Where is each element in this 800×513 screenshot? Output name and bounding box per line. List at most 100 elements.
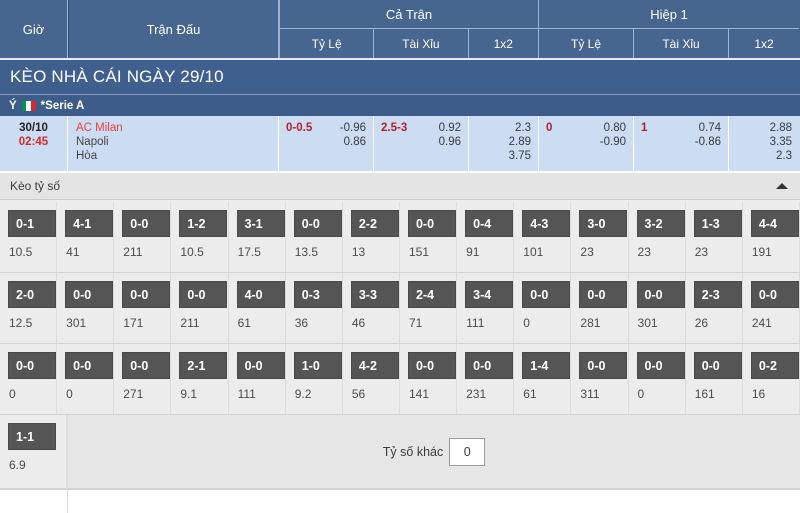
correct-score-box[interactable]: 1-0: [293, 352, 342, 379]
correct-score-box[interactable]: 0-0: [65, 281, 114, 308]
correct-score-cell[interactable]: 0-0 231: [457, 344, 515, 415]
correct-score-odd[interactable]: 211: [123, 245, 143, 259]
correct-score-box[interactable]: 4-2: [350, 352, 399, 379]
correct-score-cell[interactable]: 3-2 23: [628, 202, 686, 273]
correct-score-odd[interactable]: 36: [294, 316, 309, 330]
correct-score-box[interactable]: 0-0: [750, 281, 799, 308]
correct-score-odd[interactable]: 151: [408, 245, 430, 259]
correct-score-box[interactable]: 2-0: [8, 281, 56, 308]
firsthalf-handicap-line[interactable]: 0: [546, 122, 553, 134]
correct-score-odd[interactable]: 56: [351, 387, 366, 401]
correct-score-box[interactable]: 3-3: [350, 281, 399, 308]
correct-score-cell[interactable]: 0-3 36: [285, 273, 343, 344]
correct-score-box[interactable]: 0-0: [636, 281, 685, 308]
correct-score-cell[interactable]: 0-4 91: [457, 202, 515, 273]
correct-score-cell[interactable]: 1-4 61: [514, 344, 572, 415]
correct-score-box[interactable]: 0-0: [579, 352, 628, 379]
correct-score-box[interactable]: 0-0: [122, 210, 171, 237]
correct-score-cell[interactable]: 2-4 71: [399, 273, 458, 344]
firsthalf-overunder-line[interactable]: 1: [641, 122, 648, 134]
correct-score-odd[interactable]: 241: [751, 316, 772, 330]
caret-up-icon[interactable]: [776, 183, 788, 189]
correct-score-cell[interactable]: 0-0 161: [685, 344, 743, 415]
firsthalf-1x2-away[interactable]: 2.3: [776, 150, 792, 162]
correct-score-odd[interactable]: 171: [123, 316, 144, 330]
table-row[interactable]: 30/10 02:45 AC Milan Napoli Hòa 0-0.5 -0…: [0, 116, 800, 172]
correct-score-odd[interactable]: 23: [637, 245, 651, 259]
correct-score-cell[interactable]: 0-0 0: [57, 344, 115, 415]
correct-score-box[interactable]: 2-2: [350, 210, 399, 237]
correct-score-odd[interactable]: 26: [694, 316, 709, 330]
correct-score-box[interactable]: 3-2: [636, 210, 685, 237]
correct-score-cell[interactable]: 2-0 12.5: [0, 273, 58, 344]
correct-score-odd[interactable]: 301: [637, 316, 658, 330]
correct-score-box[interactable]: 0-0: [293, 210, 342, 237]
correct-score-cell[interactable]: 0-0 271: [114, 344, 172, 415]
correct-score-box[interactable]: 3-0: [579, 210, 628, 237]
fulltime-handicap-away-odd[interactable]: 0.86: [343, 136, 366, 148]
correct-score-cell[interactable]: 3-1 17.5: [228, 202, 286, 273]
correct-score-odd[interactable]: 0: [9, 387, 16, 401]
correct-score-section-header[interactable]: Kèo tỷ số: [0, 172, 800, 200]
correct-score-odd[interactable]: 161: [694, 387, 715, 401]
correct-score-odd[interactable]: 211: [180, 316, 200, 330]
firsthalf-1x2-home[interactable]: 2.88: [769, 122, 792, 134]
correct-score-odd[interactable]: 191: [751, 245, 772, 259]
correct-score-box[interactable]: 2-4: [407, 281, 456, 308]
correct-score-cell[interactable]: 0-0 0: [514, 273, 572, 344]
fulltime-overunder-line[interactable]: 2.5-3: [381, 122, 408, 134]
correct-score-cell[interactable]: 0-0 0: [0, 344, 58, 415]
correct-score-odd[interactable]: 23: [694, 245, 709, 259]
correct-score-odd[interactable]: 17.5: [237, 245, 261, 259]
correct-score-cell[interactable]: 4-2 56: [342, 344, 400, 415]
correct-score-box[interactable]: 0-0: [465, 352, 514, 379]
correct-score-cell[interactable]: 3-4 111: [457, 273, 515, 344]
correct-score-odd[interactable]: 6.9: [9, 458, 26, 472]
correct-score-box[interactable]: 4-1: [65, 210, 114, 237]
correct-score-cell[interactable]: 3-3 46: [342, 273, 400, 344]
correct-score-box[interactable]: 0-0: [236, 352, 285, 379]
correct-score-box[interactable]: 0-0: [579, 281, 628, 308]
fulltime-handicap-cell[interactable]: 0-0.5 -0.96 0.86: [279, 116, 374, 171]
correct-score-odd[interactable]: 91: [466, 245, 480, 259]
fulltime-over-odd[interactable]: 0.92: [438, 122, 461, 134]
firsthalf-1x2-draw[interactable]: 3.35: [769, 136, 792, 148]
correct-score-cell[interactable]: 0-0 141: [399, 344, 458, 415]
correct-score-box[interactable]: 0-4: [465, 210, 514, 237]
correct-score-odd[interactable]: 111: [237, 387, 256, 401]
correct-score-box[interactable]: 0-0: [8, 352, 56, 379]
correct-score-box[interactable]: 1-2: [179, 210, 228, 237]
league-row[interactable]: Ý *Serie A: [0, 94, 800, 116]
correct-score-box[interactable]: 0-0: [407, 210, 456, 237]
correct-score-box[interactable]: 2-1: [179, 352, 228, 379]
correct-score-box[interactable]: 0-3: [293, 281, 342, 308]
correct-score-cell[interactable]: 2-1 9.1: [171, 344, 229, 415]
fulltime-1x2-cell[interactable]: 2.3 2.89 3.75: [469, 116, 539, 171]
correct-score-odd[interactable]: 71: [408, 316, 423, 330]
correct-score-odd[interactable]: 23: [580, 245, 594, 259]
fulltime-under-odd[interactable]: 0.96: [438, 136, 461, 148]
correct-score-box[interactable]: 4-4: [750, 210, 799, 237]
correct-score-cell[interactable]: 3-0 23: [571, 202, 629, 273]
correct-score-cell[interactable]: 0-0 311: [571, 344, 629, 415]
correct-score-box[interactable]: 0-0: [636, 352, 685, 379]
other-score-input[interactable]: 0: [449, 437, 486, 466]
correct-score-cell[interactable]: 0-0 13.5: [285, 202, 343, 273]
correct-score-box[interactable]: 0-0: [65, 352, 114, 379]
firsthalf-handicap-home-odd[interactable]: 0.80: [603, 122, 626, 134]
correct-score-cell[interactable]: 1-3 23: [685, 202, 743, 273]
fulltime-overunder-cell[interactable]: 2.5-3 0.92 0.96: [374, 116, 469, 171]
correct-score-odd[interactable]: 0: [66, 387, 73, 401]
correct-score-box[interactable]: 4-3: [522, 210, 571, 237]
fulltime-1x2-home[interactable]: 2.3: [515, 122, 531, 134]
correct-score-cell[interactable]: 2-2 13: [342, 202, 400, 273]
correct-score-odd[interactable]: 61: [523, 387, 537, 401]
correct-score-cell[interactable]: 0-0 241: [742, 273, 800, 344]
correct-score-box[interactable]: 3-4: [465, 281, 514, 308]
firsthalf-handicap-away-odd[interactable]: -0.90: [599, 136, 626, 148]
correct-score-cell[interactable]: 0-0 111: [228, 344, 286, 415]
correct-score-odd[interactable]: 101: [523, 245, 544, 259]
correct-score-box[interactable]: 1-3: [693, 210, 742, 237]
correct-score-odd[interactable]: 231: [466, 387, 487, 401]
correct-score-box[interactable]: 0-0: [522, 281, 571, 308]
